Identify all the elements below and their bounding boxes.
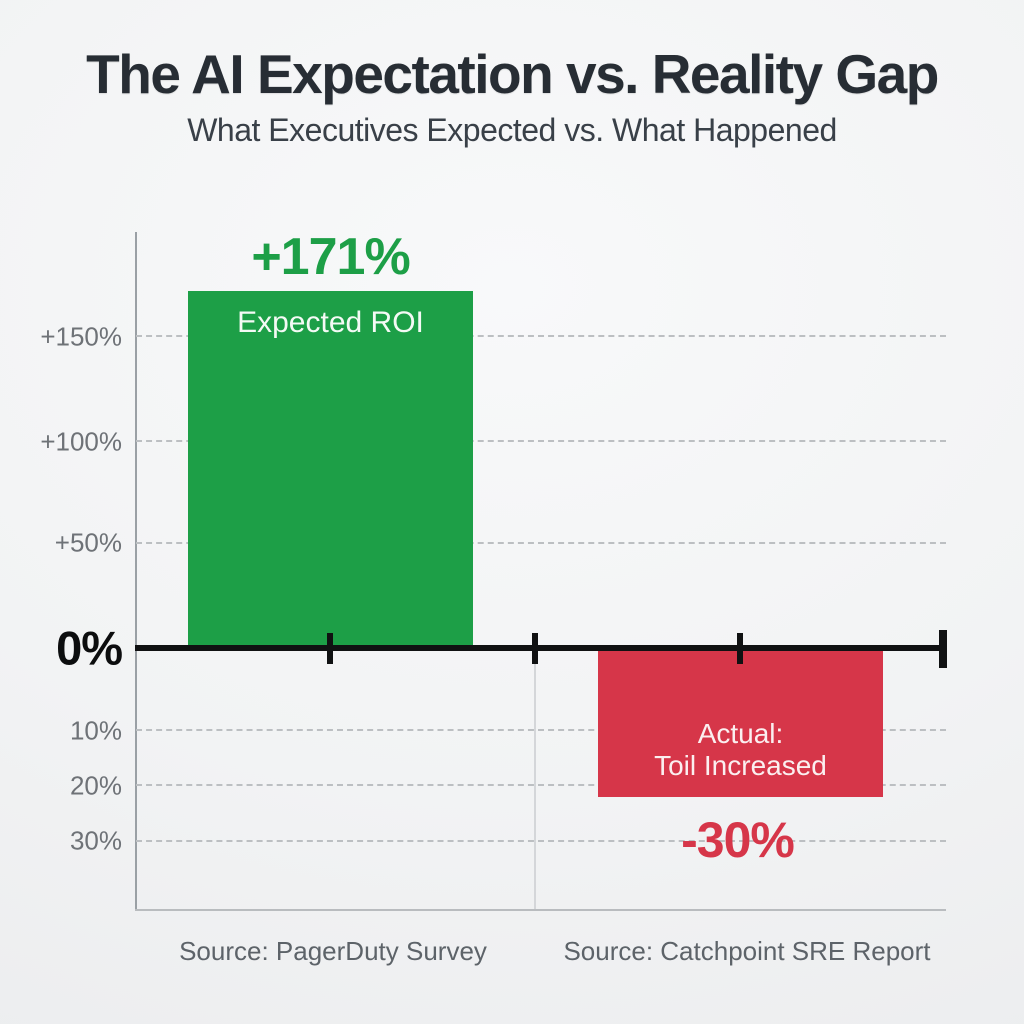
positive-bar-value-label: +171%: [251, 228, 410, 286]
negative-bar-category-label: Actual: Toil Increased: [654, 718, 827, 782]
zero-axis-tick-2: [532, 633, 538, 664]
zero-axis-tick-3: [737, 633, 743, 664]
gridline-minus10: [136, 729, 946, 731]
y-tick-label-minus10: 10%: [69, 715, 122, 746]
positive-bar-expected-roi: Expected ROI: [188, 291, 473, 645]
gridline-plus50: [136, 542, 946, 544]
gridline-minus20: [136, 784, 946, 786]
page-subtitle: What Executives Expected vs. What Happen…: [187, 112, 837, 148]
gridline-minus30: [136, 840, 946, 842]
panel-divider-line: [534, 653, 536, 909]
y-axis-line: [135, 232, 137, 909]
positive-bar-category-label: Expected ROI: [237, 306, 424, 339]
gridline-plus150: [136, 335, 946, 337]
negative-bar-value-label: -30%: [681, 812, 795, 868]
y-tick-label-plus100: +100%: [40, 426, 122, 457]
page-title: The AI Expectation vs. Reality Gap: [86, 43, 939, 105]
y-tick-label-minus20: 20%: [69, 770, 122, 801]
source-caption-right: Source: Catchpoint SRE Report: [563, 936, 931, 966]
negative-bar-label-line1: Actual:: [697, 717, 784, 749]
y-tick-label-plus150: +150%: [40, 321, 122, 352]
zero-axis-tick-1: [327, 633, 333, 664]
zero-axis-end-tick: [939, 630, 947, 668]
negative-bar-actual-toil: Actual: Toil Increased: [598, 651, 883, 797]
plot-bottom-border: [135, 909, 946, 911]
y-tick-label-plus50: +50%: [54, 527, 122, 558]
negative-bar-label-line2: Toil Increased: [654, 749, 827, 781]
zero-baseline: [135, 645, 946, 651]
y-tick-label-minus30: 30%: [69, 825, 122, 856]
gridline-plus100: [136, 440, 946, 442]
y-tick-label-zero: 0%: [56, 621, 123, 675]
source-caption-left: Source: PagerDuty Survey: [179, 936, 487, 966]
